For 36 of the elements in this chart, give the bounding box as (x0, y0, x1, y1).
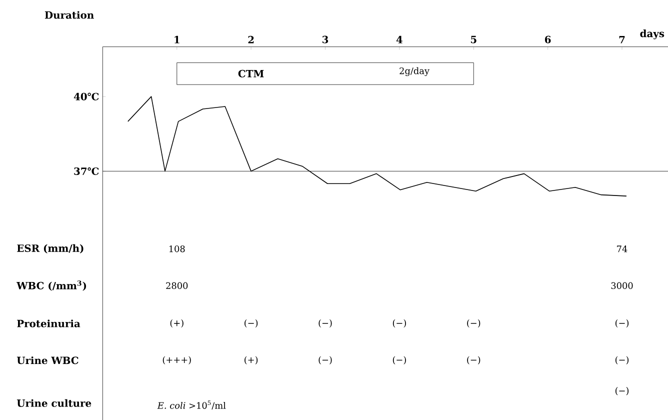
y-tick-label: 37℃ (74, 167, 99, 175)
x-tick-label: 5 (470, 36, 476, 44)
x-tick-label: 1 (174, 36, 180, 44)
annotation: 2g/day (400, 67, 430, 76)
text: Urine WBC (16, 356, 78, 364)
x-tick-label: 6 (544, 36, 551, 44)
annotation: (−) (615, 387, 629, 396)
x-tick-label: 7 (619, 36, 625, 44)
annotation: (−) (392, 356, 406, 364)
text: ESR (mm/h) (17, 244, 84, 254)
x-axis-title: days (640, 30, 664, 40)
annotation: E. coli >10$^{5}$/ml (157, 400, 226, 410)
annotation: (−) (392, 319, 406, 328)
annotation: (−) (615, 356, 629, 364)
text: Proteinuria (17, 320, 80, 328)
text: WBC (/mm$^{3}$) (16, 280, 86, 291)
text: Urine culture (16, 399, 92, 407)
x-tick-label: 2 (248, 36, 254, 44)
y-tick-label: 40℃ (74, 92, 99, 100)
annotation: (+) (244, 356, 258, 364)
annotation: (−) (318, 319, 332, 328)
annotation: (+++) (162, 356, 191, 364)
annotation: (+) (170, 319, 184, 328)
annotation: (−) (467, 319, 480, 328)
annotation: (−) (318, 356, 332, 364)
annotation: 3000 (611, 282, 633, 290)
annotation: 108 (169, 245, 185, 252)
x-tick-label: 4 (396, 36, 402, 44)
annotation: CTM (238, 70, 264, 78)
annotation: (−) (244, 319, 258, 328)
annotation: 74 (617, 246, 628, 252)
x-tick-label: 3 (322, 36, 328, 44)
annotation: (−) (467, 356, 480, 364)
text: Duration (44, 11, 94, 19)
annotation: 2800 (166, 282, 188, 290)
annotation: (−) (615, 319, 629, 328)
